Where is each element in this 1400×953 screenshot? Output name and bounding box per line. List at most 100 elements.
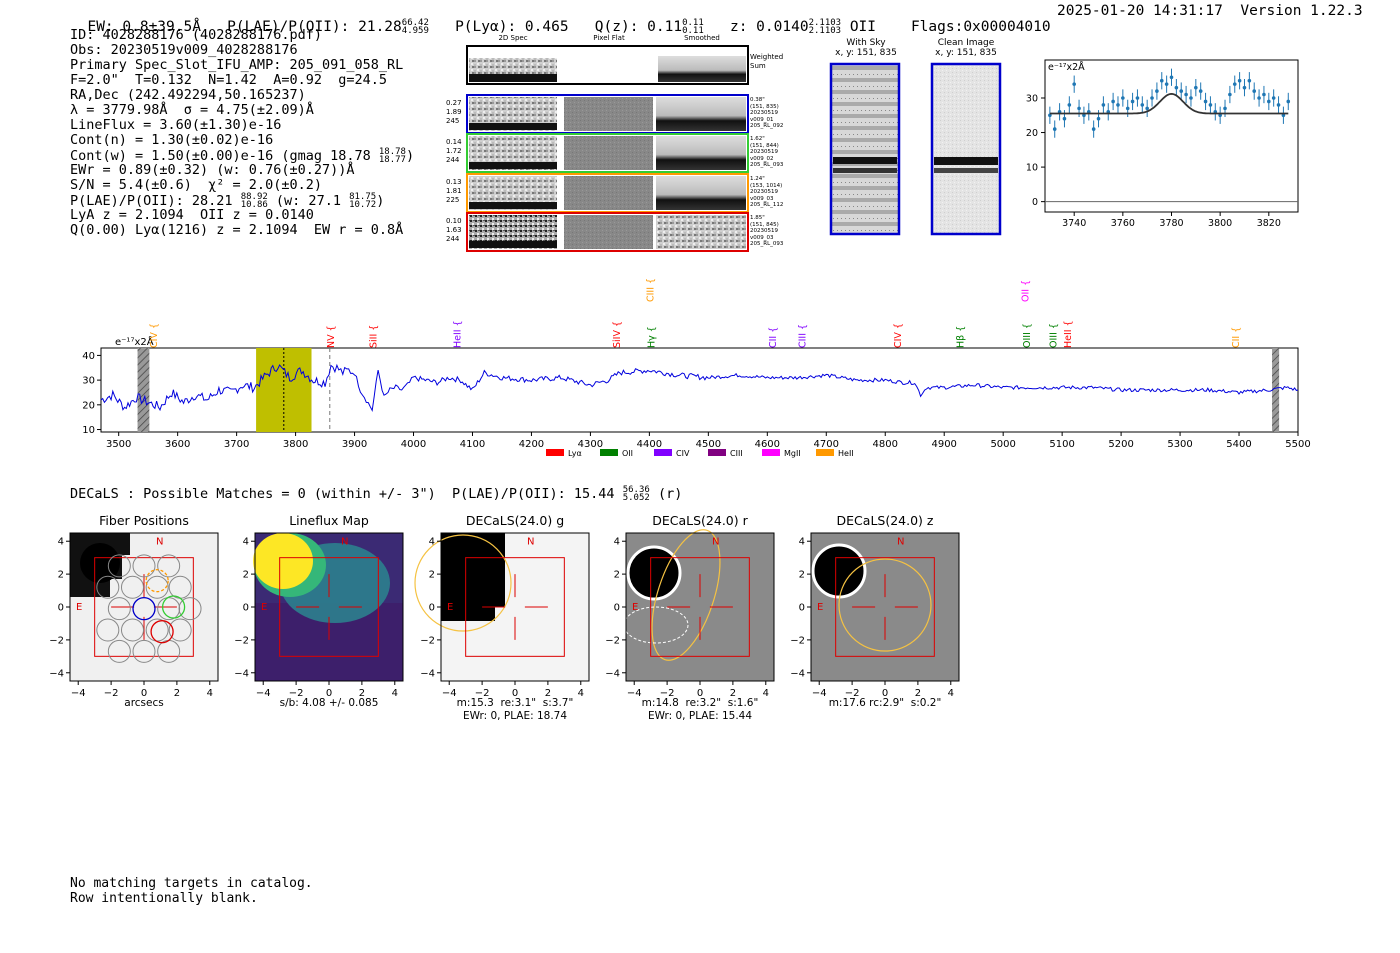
info-obs: Obs: 20230519v009_4028288176 [70,42,298,58]
info-id: ID: 4028288176 (4028288176.pdf) [70,27,322,43]
zoom-data-point [1121,96,1125,100]
info-params: F=2.0" T=0.132 N=1.42 A=0.92 g=24.5 [70,72,387,88]
info-q: Q(0.00) Lyα(1216) z = 2.1094 EW r = 0.8Å [70,222,404,238]
panel-xtick-label: −4 [442,688,457,699]
info-ewr: EWr = 0.89(±0.32) (w: 0.76(±0.27))Å [70,162,355,178]
spectrum-xtick-label: 4100 [460,439,485,450]
zoom-data-point [1130,99,1135,104]
cutout-pixel-flat [564,215,653,249]
legend-label: Lyα [568,449,582,458]
flags-value: Flags:0x00004010 [910,19,1051,35]
panel-xtick-label: −4 [627,688,642,699]
panel-xtick-label: 4 [207,688,213,699]
emission-line-label: OII { [1021,280,1032,302]
compass-north: N [341,537,348,548]
search-box [465,557,565,657]
legend-swatch [600,449,618,456]
compass-east: E [76,602,82,613]
cutout-smoothed [656,176,746,210]
panel-title: DECaLS(24.0) z [836,513,934,528]
panel-ytick-label: 2 [58,570,64,581]
spectrum-ytick-label: 10 [82,425,95,436]
zoom-data-point [1111,99,1115,104]
fiber-circle [120,618,144,642]
ew-value: EW: 0.8±39.5Å [87,19,201,35]
emission-line-label: HeII { [1063,320,1074,348]
zoom-data-point [1169,75,1174,80]
panel-xtick-label: 0 [882,688,888,699]
panel-xtick-label: 2 [730,688,736,699]
zoom-data-point [1203,99,1208,104]
zoom-xtick-label: 3740 [1062,218,1086,229]
panel-ytick-label: 0 [58,603,64,614]
fiber-circle [107,597,131,621]
spectrum-xtick-label: 5100 [1049,439,1074,450]
zoom-data-point [1077,106,1081,111]
spectrum-xtick-label: 4800 [873,439,898,450]
zoom-data-point [1189,96,1193,100]
source-aperture [414,534,512,632]
spectrum-xtick-label: 3900 [342,439,367,450]
compass-north: N [712,537,719,548]
zoom-data-point [1228,92,1232,97]
weighted-smooth [658,56,746,82]
zoom-data-point [1096,116,1101,121]
panel-xtick-label: 0 [697,688,703,699]
info-lya: LyA z = 2.1094 OII z = 0.0140 [70,207,314,223]
panel-xtick-label: −4 [256,688,271,699]
clean-image-trace [934,157,998,165]
panel-xtick-label: 0 [326,688,332,699]
panel-xtick-label: 4 [392,688,398,699]
panel-ytick-label: 2 [614,570,620,581]
clean-image [930,62,1002,236]
cutout-pixel-flat [564,136,653,170]
emission-line-label: CIII { [798,324,809,348]
panel-ytick-label: −2 [234,635,249,646]
emission-line-label: OIII { [1048,323,1059,348]
panel-ytick-label: 4 [799,537,805,548]
zoom-data-point [1286,99,1291,104]
zoom-data-point [1052,127,1057,131]
spectrum-xtick-label: 5400 [1226,439,1251,450]
search-box [279,557,379,657]
timestamp-version: 2025-01-20 14:31:17 Version 1.22.3 [1057,3,1363,19]
zoom-data-point [1135,96,1140,100]
zoom-data-point [1262,92,1266,97]
panel-xtick-label: 2 [545,688,551,699]
panel-ytick-label: 0 [799,603,805,614]
zoom-data-point [1267,99,1271,104]
panel-ytick-label: −4 [790,668,805,679]
zoom-ytick-label: 0 [1032,197,1038,208]
panel-ytick-label: −4 [605,668,620,679]
spectrum-unit-label: e⁻¹⁷x2Å [115,335,154,348]
source-aperture [651,529,721,661]
panel-ytick-label: 0 [429,603,435,614]
compass-east: E [447,602,453,613]
spectrum-xtick-label: 4000 [401,439,426,450]
cutout-2d-trace [469,123,557,130]
panel-xtick-label: −4 [71,688,86,699]
zoom-data-point [1140,103,1145,107]
spectrum-xtick-label: 4400 [637,439,662,450]
legend-swatch [546,449,564,456]
panel-xtick-label: 4 [763,688,769,699]
zoom-data-point [1247,78,1252,83]
compass-east: E [261,602,267,613]
plae-value: P(LAE)/P(OII): 21.28 [227,19,402,35]
source-aperture [838,558,932,652]
panel-xtick-label: 4 [578,688,584,699]
panel-title: Fiber Positions [99,513,189,528]
info-sn: S/N = 5.4(±0.6) χ² = 2.0(±0.2) [70,177,322,193]
cutout-row-stats: 0.14 1.72 244 [446,138,462,164]
panel-caption: m:14.8 re:3.2" s:1.6" [641,697,759,709]
cutout-row-stats: 0.27 1.89 245 [446,99,462,125]
with-sky-label: With Sky x, y: 151, 835 [835,38,897,58]
zoom-xtick-label: 3760 [1111,218,1135,229]
emission-line-label: CIV { [149,323,160,348]
legend-swatch [762,449,780,456]
zoom-data-point [1252,89,1257,93]
bright-source-core [811,543,867,599]
legend-label: MgII [784,449,801,458]
emission-line-label: Hγ { [647,326,658,348]
panel-caption-2: EWr: 0, PLAE: 15.44 [647,710,753,722]
